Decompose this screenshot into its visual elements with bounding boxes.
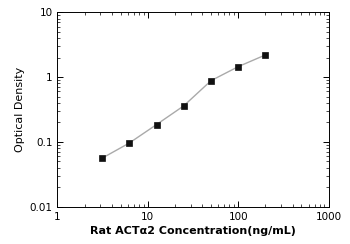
- Y-axis label: Optical Density: Optical Density: [15, 67, 25, 152]
- X-axis label: Rat ACTα2 Concentration(ng/mL): Rat ACTα2 Concentration(ng/mL): [90, 226, 296, 236]
